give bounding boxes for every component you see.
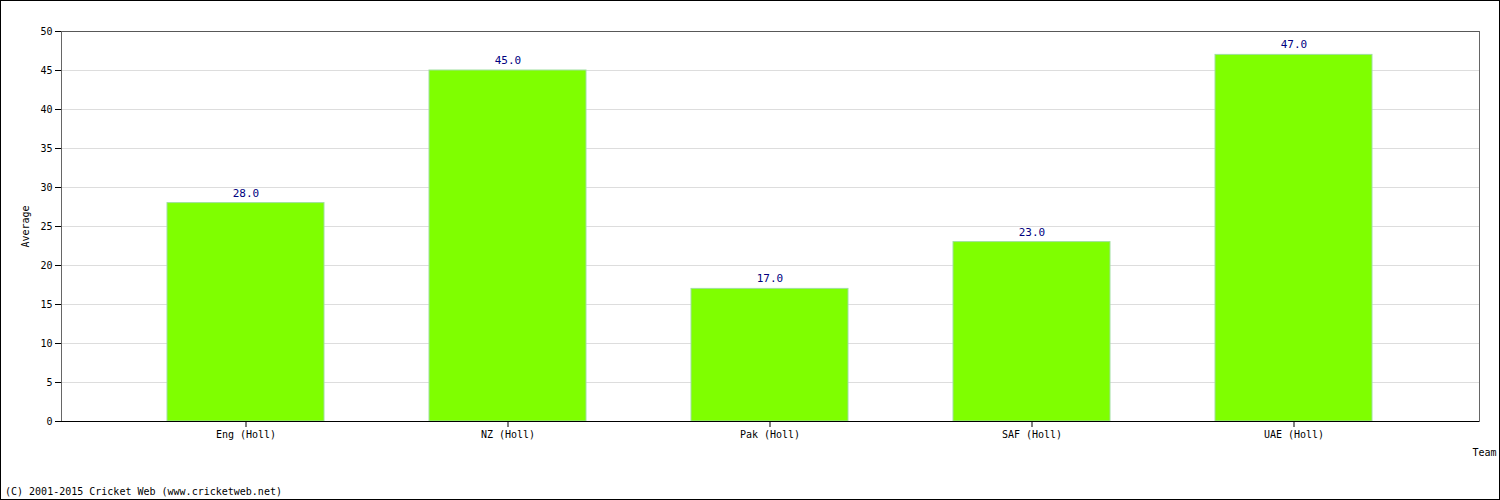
svg-text:45: 45 [40, 65, 52, 76]
svg-text:28.0: 28.0 [233, 187, 260, 200]
svg-text:10: 10 [40, 338, 52, 349]
svg-text:Average: Average [20, 205, 31, 247]
svg-text:20: 20 [40, 260, 52, 271]
svg-text:NZ (Holl): NZ (Holl) [481, 429, 535, 440]
svg-text:47.0: 47.0 [1281, 38, 1308, 51]
svg-text:50: 50 [40, 26, 52, 37]
svg-text:UAE (Holl): UAE (Holl) [1264, 429, 1324, 440]
svg-text:17.0: 17.0 [757, 272, 784, 285]
svg-text:45.0: 45.0 [495, 54, 522, 67]
svg-text:SAF (Holl): SAF (Holl) [1002, 429, 1062, 440]
svg-text:0: 0 [46, 416, 52, 427]
svg-text:30: 30 [40, 182, 52, 193]
svg-text:25: 25 [40, 221, 52, 232]
svg-text:23.0: 23.0 [1019, 226, 1046, 239]
svg-text:40: 40 [40, 104, 52, 115]
svg-text:15: 15 [40, 299, 52, 310]
svg-text:35: 35 [40, 143, 52, 154]
svg-text:Team: Team [1472, 447, 1496, 458]
html-text:(C) 2001-2015 Cricket Web (www: (C) 2001-2015 Cricket Web (www.cricketwe… [5, 486, 282, 497]
svg-text:Eng (Holl): Eng (Holl) [216, 429, 276, 440]
svg-text:5: 5 [46, 377, 52, 388]
svg-text:Pak (Holl): Pak (Holl) [740, 429, 800, 440]
